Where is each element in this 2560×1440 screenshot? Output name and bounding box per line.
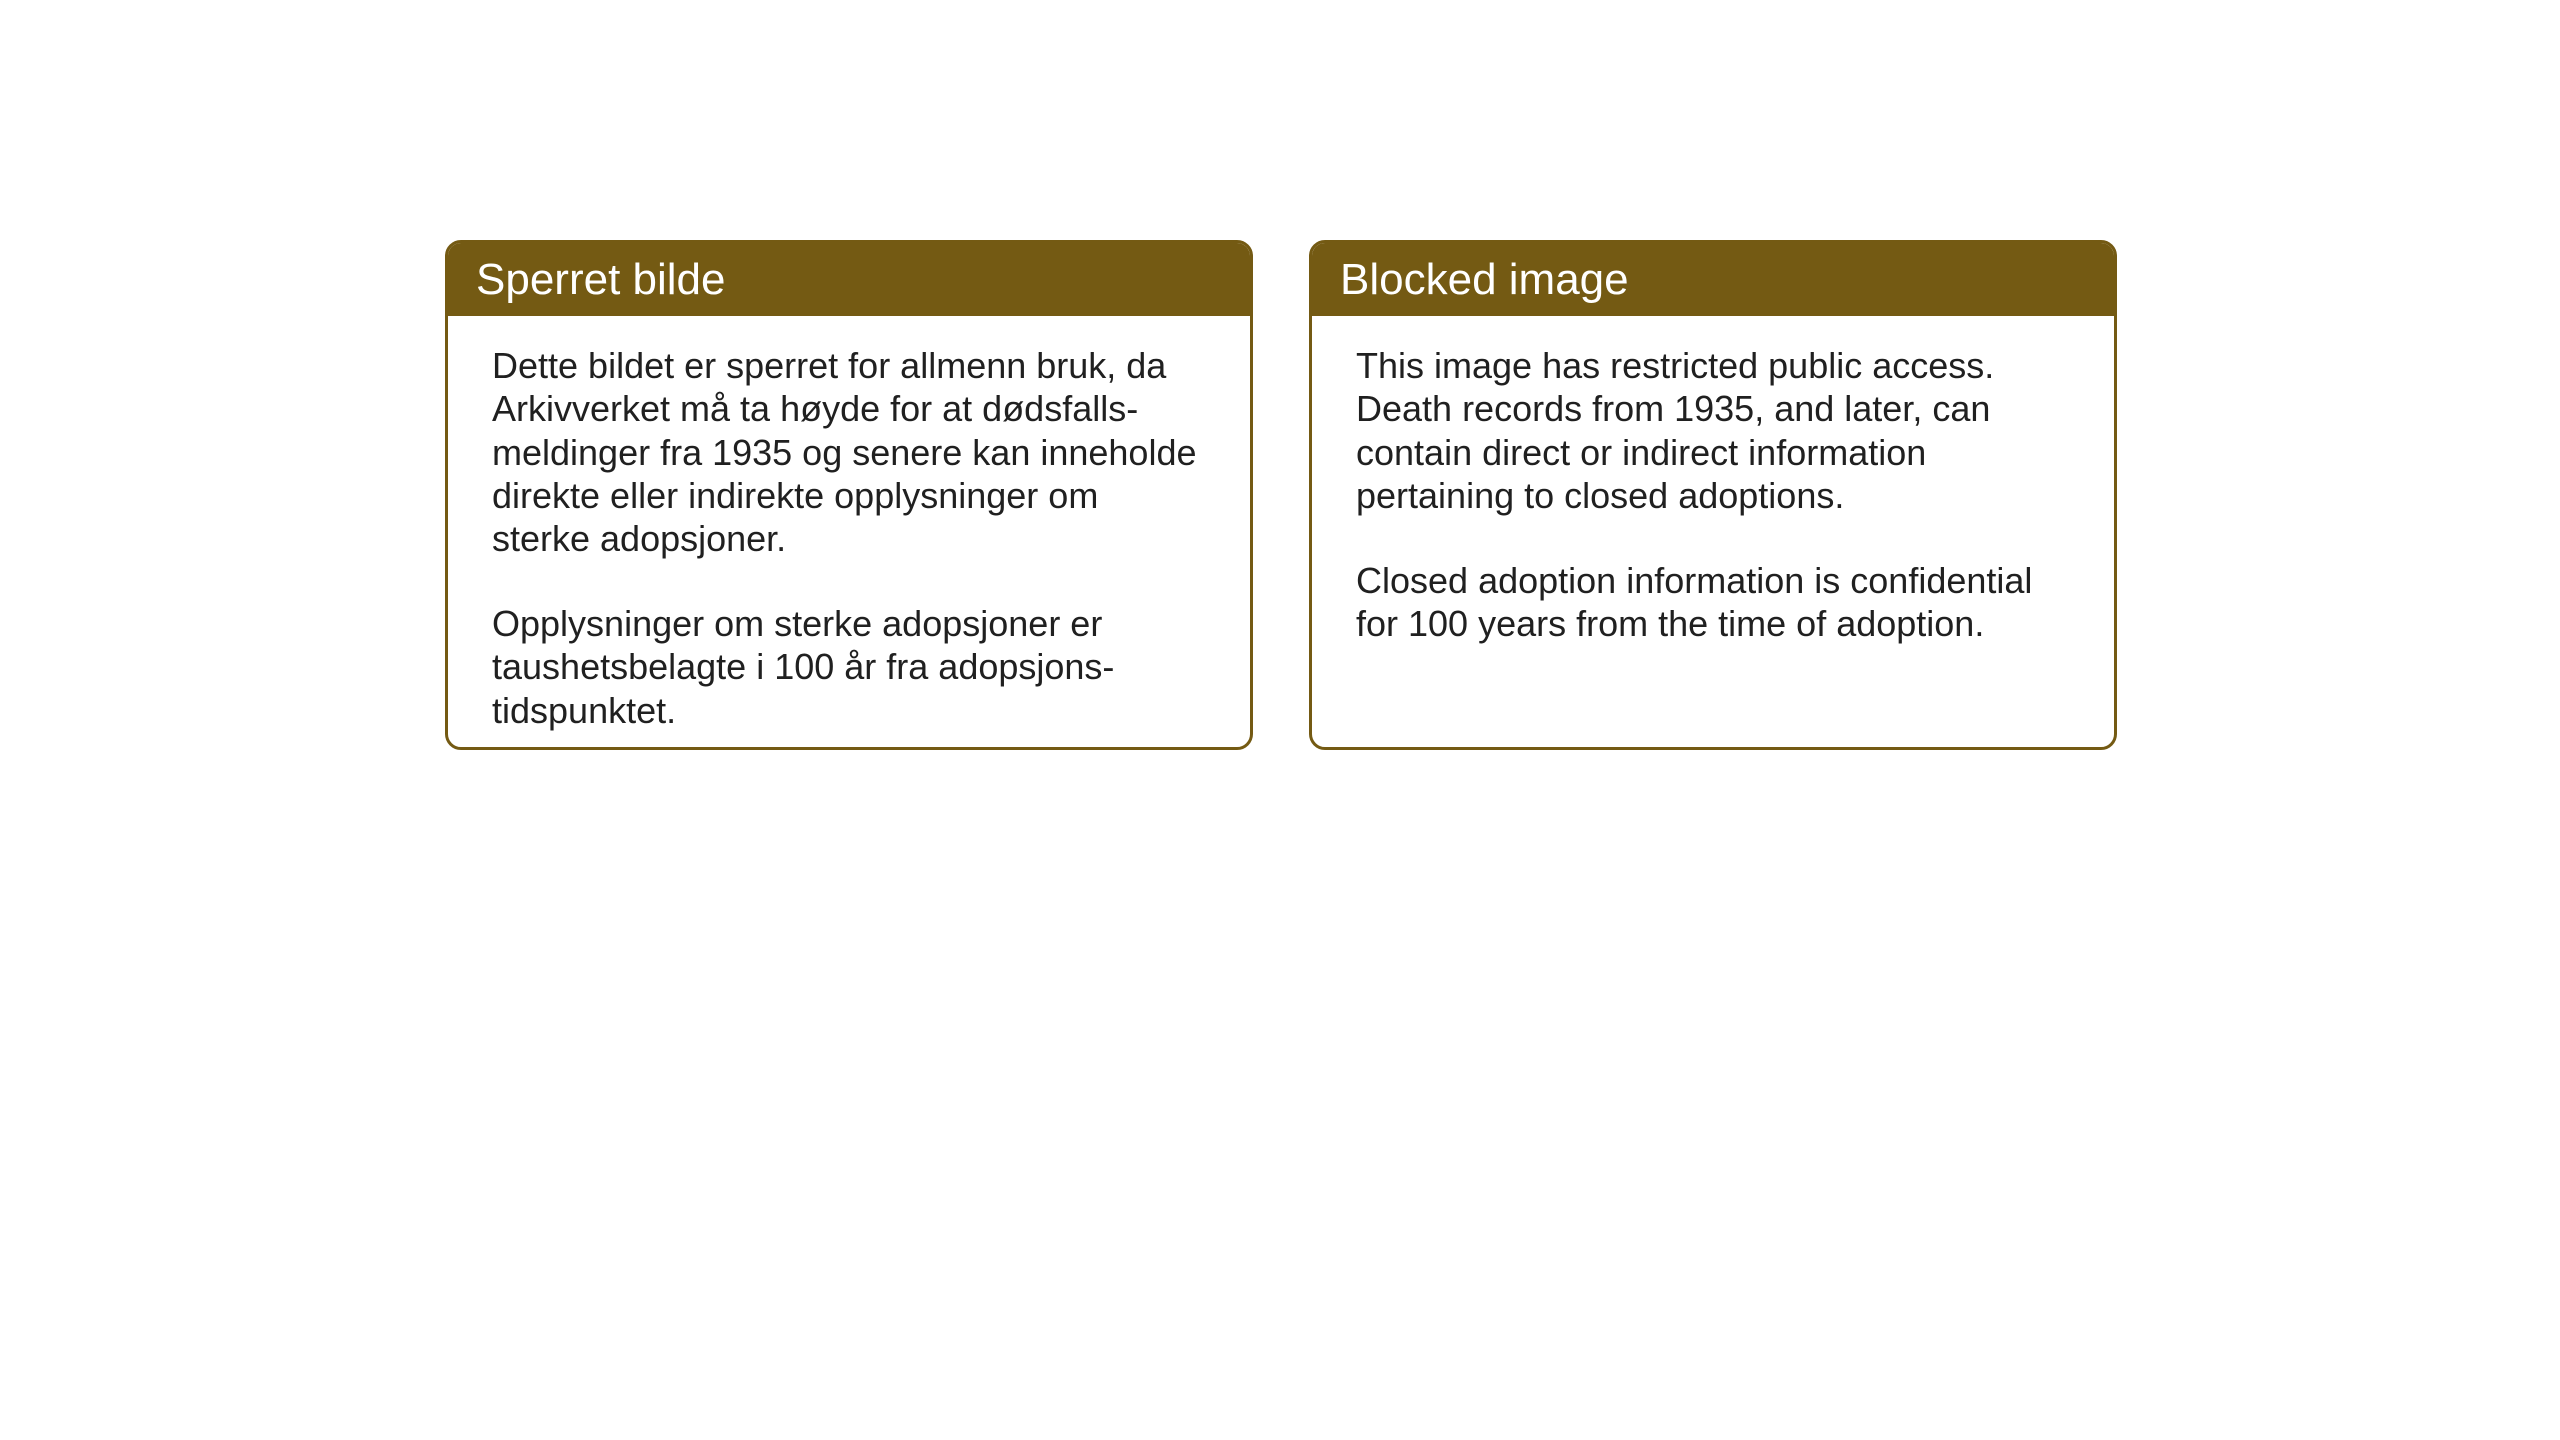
panel-paragraph-2-norwegian: Opplysninger om sterke adopsjoner er tau… — [492, 602, 1206, 732]
panel-body-english: This image has restricted public access.… — [1312, 316, 2114, 673]
notice-panel-english: Blocked image This image has restricted … — [1309, 240, 2117, 750]
panel-title-norwegian: Sperret bilde — [476, 255, 725, 304]
panel-header-english: Blocked image — [1312, 243, 2114, 316]
notice-panel-norwegian: Sperret bilde Dette bildet er sperret fo… — [445, 240, 1253, 750]
notice-container: Sperret bilde Dette bildet er sperret fo… — [445, 240, 2117, 750]
panel-paragraph-2-english: Closed adoption information is confident… — [1356, 559, 2070, 645]
panel-paragraph-1-english: This image has restricted public access.… — [1356, 344, 2070, 517]
panel-paragraph-1-norwegian: Dette bildet er sperret for allmenn bruk… — [492, 344, 1206, 560]
panel-header-norwegian: Sperret bilde — [448, 243, 1250, 316]
panel-body-norwegian: Dette bildet er sperret for allmenn bruk… — [448, 316, 1250, 750]
panel-title-english: Blocked image — [1340, 255, 1629, 304]
